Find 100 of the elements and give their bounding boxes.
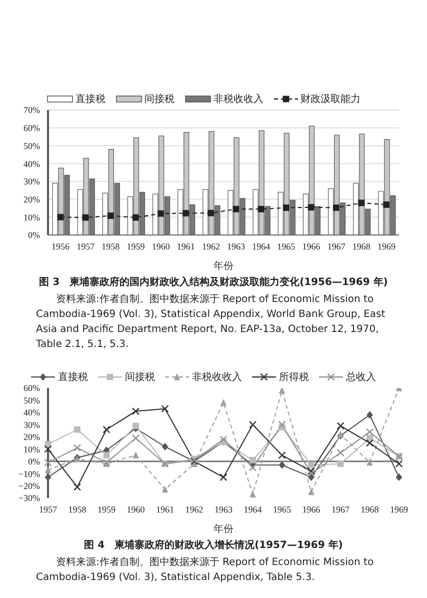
x-tick-label: 1959 xyxy=(98,504,116,514)
x-tick-label: 1968 xyxy=(360,504,380,514)
point xyxy=(366,458,373,466)
y-tick-label: 60% xyxy=(24,123,40,134)
x-tick-label: 1969 xyxy=(390,504,408,514)
x-tick-label: 1962 xyxy=(185,504,204,514)
x-tick-label: 1964 xyxy=(244,504,262,514)
y-tick-label: 20% xyxy=(24,194,40,204)
point xyxy=(132,434,140,442)
point xyxy=(162,486,168,493)
legend-label: 直接税 xyxy=(58,370,88,384)
y-tick-label: 0% xyxy=(28,230,40,240)
x-tick-label: 1964 xyxy=(252,241,271,252)
point xyxy=(337,460,344,467)
y-tick-label: 10% xyxy=(24,444,40,454)
legend-label: 直接税 xyxy=(76,92,106,106)
x-tick-label: 1960 xyxy=(152,241,170,252)
y-tick-label: 60% xyxy=(24,383,40,394)
point xyxy=(182,210,190,216)
x-axis-title: 年份 xyxy=(214,260,234,272)
y-tick-label: 20% xyxy=(24,432,40,442)
x-tick-label: 1958 xyxy=(68,504,87,514)
point xyxy=(336,448,344,457)
y-tick-label: 40% xyxy=(24,408,40,418)
x-tick-label: 1962 xyxy=(202,241,220,252)
point xyxy=(307,467,316,475)
legend-label: 间接税 xyxy=(144,92,174,106)
legend-label: 财政汲取能力 xyxy=(300,92,360,106)
point xyxy=(383,201,390,208)
point xyxy=(248,464,257,472)
point xyxy=(250,456,256,464)
point xyxy=(336,422,344,430)
point xyxy=(308,204,314,211)
point xyxy=(232,206,240,212)
point xyxy=(162,442,168,450)
point xyxy=(73,483,82,491)
point xyxy=(307,470,316,478)
point xyxy=(132,422,139,430)
y-tick-label: −10% xyxy=(18,468,40,479)
point xyxy=(73,444,82,452)
point xyxy=(250,490,256,498)
point xyxy=(278,451,286,460)
x-tick-label: 1966 xyxy=(302,241,321,252)
x-tick-label: 1956 xyxy=(52,241,70,252)
point xyxy=(366,411,373,419)
legend-label: 非税收收入 xyxy=(192,370,242,384)
point xyxy=(74,426,80,433)
point xyxy=(158,210,164,217)
point xyxy=(358,200,365,206)
point xyxy=(258,206,264,212)
x-tick-label: 1965 xyxy=(277,241,296,252)
point xyxy=(278,420,286,428)
x-tick-label: 1965 xyxy=(273,504,292,514)
point xyxy=(82,214,89,221)
point xyxy=(308,462,314,468)
x-tick-label: 1967 xyxy=(332,504,350,514)
point xyxy=(132,451,139,458)
point xyxy=(395,460,403,468)
y-tick-label: 50% xyxy=(24,395,40,406)
x-tick-label: 1961 xyxy=(176,241,195,252)
y-tick-label: 30% xyxy=(24,420,40,430)
legend-label: 间接税 xyxy=(125,370,155,384)
text: 图 4 柬埔寨政府的财政收入增长情况(1957—1969 年) xyxy=(83,538,344,552)
x-tick-label: 1966 xyxy=(302,504,321,514)
point xyxy=(44,445,52,453)
point xyxy=(333,204,340,211)
y-tick-label: 70% xyxy=(24,105,40,116)
point xyxy=(44,458,52,466)
text: 资料来源:作者自制。图中数据来源于 Report of Economic Mission to Cambodia-1969 (Vol. 3), Statistical Appendix, World Bank Group, East Asia and Pacific Department Report, No. EAP-13a, October 12, 1970, Table 2.1, 5.1, 5.3. xyxy=(35,292,386,352)
y-tick-label: 50% xyxy=(24,140,40,151)
x-tick-label: 1963 xyxy=(227,241,246,252)
y-tick-label: 0% xyxy=(28,456,40,467)
point xyxy=(132,407,140,416)
point xyxy=(44,466,52,474)
point xyxy=(132,214,139,221)
text: 图 3 柬埔寨政府的国内财政收入结构及财政汲取能力变化(1956—1969 年) xyxy=(38,275,389,289)
point xyxy=(282,204,290,211)
point xyxy=(220,436,228,444)
legend-label: 非税收收入 xyxy=(214,92,264,106)
point xyxy=(220,473,228,482)
text: 资料来源:作者自制。图中数据来源于 Report of Economic Mission to Cambodia-1969 (Vol. 3), Statistical Appendix, Table 5.3. xyxy=(35,556,375,585)
point xyxy=(366,428,374,436)
point xyxy=(103,452,110,458)
x-tick-label: 1961 xyxy=(156,504,174,514)
point xyxy=(102,426,110,434)
x-tick-label: 1958 xyxy=(102,241,120,252)
point xyxy=(220,398,227,406)
y-tick-label: 30% xyxy=(24,176,40,187)
point xyxy=(366,439,374,447)
x-axis-title: 年份 xyxy=(214,523,234,535)
y-tick-label: 10% xyxy=(24,212,40,222)
x-tick-label: 1957 xyxy=(76,241,96,252)
point xyxy=(308,488,314,496)
x-tick-label: 1960 xyxy=(126,504,146,514)
x-tick-label: 1957 xyxy=(39,504,58,514)
point xyxy=(248,420,257,428)
legend-label: 总收入 xyxy=(346,370,376,384)
x-tick-label: 1967 xyxy=(327,241,346,252)
y-tick-label: −20% xyxy=(18,480,40,491)
point xyxy=(57,214,64,220)
